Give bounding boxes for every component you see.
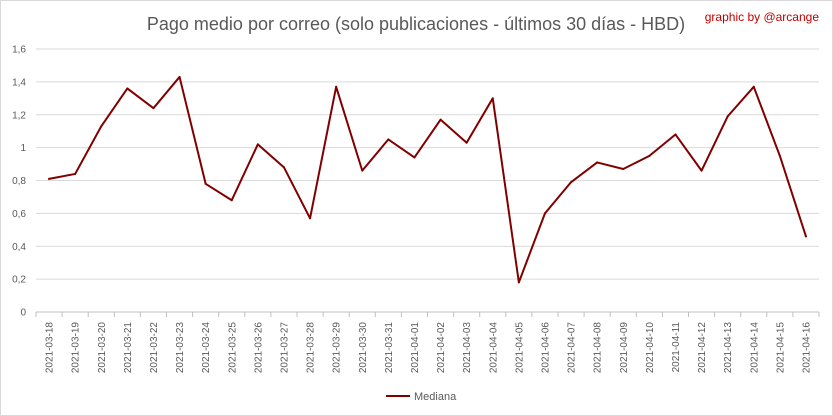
x-tick-label: 2021-04-14 <box>749 322 760 374</box>
data-point <box>700 169 703 172</box>
x-tick-label: 2021-04-13 <box>723 322 734 374</box>
data-point <box>100 125 103 128</box>
gridlines <box>36 48 819 280</box>
y-tick-label: 1,2 <box>12 110 26 121</box>
data-point <box>491 97 494 100</box>
x-tick-label: 2021-04-15 <box>775 322 786 374</box>
data-point <box>309 217 312 220</box>
chart-title: Pago medio por correo (solo publicacione… <box>147 14 685 34</box>
data-point <box>152 107 155 110</box>
data-point <box>648 154 651 157</box>
series-lines <box>48 75 807 284</box>
y-tick-label: 1 <box>20 143 26 154</box>
chart-credit: graphic by @arcange <box>705 10 820 24</box>
data-point <box>596 161 599 164</box>
x-tick-label: 2021-03-25 <box>227 322 238 374</box>
x-tick-label: 2021-04-05 <box>514 322 525 374</box>
data-point <box>387 138 390 141</box>
x-tick-label: 2021-04-04 <box>488 322 499 374</box>
x-tick-label: 2021-04-12 <box>697 322 708 374</box>
x-tick-label: 2021-03-18 <box>45 322 56 374</box>
x-tick-label: 2021-04-10 <box>645 322 656 374</box>
data-point <box>204 182 207 185</box>
data-point <box>48 177 51 180</box>
x-tick-label: 2021-03-31 <box>384 322 395 374</box>
data-point <box>726 115 729 118</box>
data-point <box>674 133 677 136</box>
legend-label: Mediana <box>414 391 457 403</box>
data-point <box>74 172 77 175</box>
x-tick-label: 2021-04-02 <box>436 322 447 374</box>
x-tick-label: 2021-03-23 <box>175 322 186 374</box>
x-tick-label: 2021-03-22 <box>149 322 160 374</box>
data-point <box>256 143 259 146</box>
data-point <box>361 169 364 172</box>
y-tick-labels: 0 0,2 0,4 0,6 0,8 1 1,2 1,4 1,6 <box>12 45 26 319</box>
y-tick-label: 1,6 <box>12 45 26 56</box>
x-tick-label: 2021-03-20 <box>97 322 108 374</box>
data-point <box>517 281 520 284</box>
data-point <box>230 199 233 202</box>
data-point <box>335 85 338 88</box>
data-point <box>752 85 755 88</box>
axes <box>35 311 820 317</box>
data-point <box>282 166 285 169</box>
x-tick-label: 2021-04-08 <box>593 322 604 374</box>
x-tick-label: 2021-03-29 <box>332 322 343 374</box>
y-tick-label: 1,4 <box>12 77 26 88</box>
x-tick-label: 2021-04-06 <box>540 322 551 374</box>
legend: Mediana <box>386 391 457 403</box>
y-tick-label: 0,8 <box>12 176 26 187</box>
x-tick-label: 2021-04-16 <box>801 322 812 374</box>
data-point <box>439 118 442 121</box>
data-point <box>570 181 573 184</box>
x-tick-label: 2021-04-09 <box>619 322 630 374</box>
x-tick-label: 2021-03-26 <box>253 322 264 374</box>
x-tick-label: 2021-03-28 <box>306 322 317 374</box>
x-tick-label: 2021-04-11 <box>671 322 682 373</box>
data-point <box>778 154 781 157</box>
data-point <box>465 141 468 144</box>
x-tick-label: 2021-03-27 <box>279 322 290 374</box>
series-line-mediana <box>48 75 807 284</box>
data-point <box>178 75 181 78</box>
x-tick-label: 2021-03-19 <box>71 322 82 374</box>
x-tick-label: 2021-03-30 <box>358 322 369 374</box>
data-point <box>543 212 546 215</box>
y-tick-label: 0,6 <box>12 209 26 220</box>
x-tick-label: 2021-04-01 <box>410 322 421 374</box>
data-point <box>804 235 807 238</box>
data-point <box>413 156 416 159</box>
y-tick-label: 0,2 <box>12 275 26 286</box>
x-tick-label: 2021-03-21 <box>123 322 134 374</box>
x-tick-label: 2021-04-07 <box>567 322 578 374</box>
x-tick-labels: 2021-03-18 2021-03-19 2021-03-20 2021-03-21… <box>45 322 813 374</box>
y-tick-label: 0,4 <box>12 242 26 253</box>
x-tick-label: 2021-03-24 <box>201 322 212 374</box>
data-point <box>126 87 129 90</box>
data-point <box>622 167 625 170</box>
y-tick-label: 0 <box>20 308 26 319</box>
x-tick-label: 2021-04-03 <box>462 322 473 374</box>
